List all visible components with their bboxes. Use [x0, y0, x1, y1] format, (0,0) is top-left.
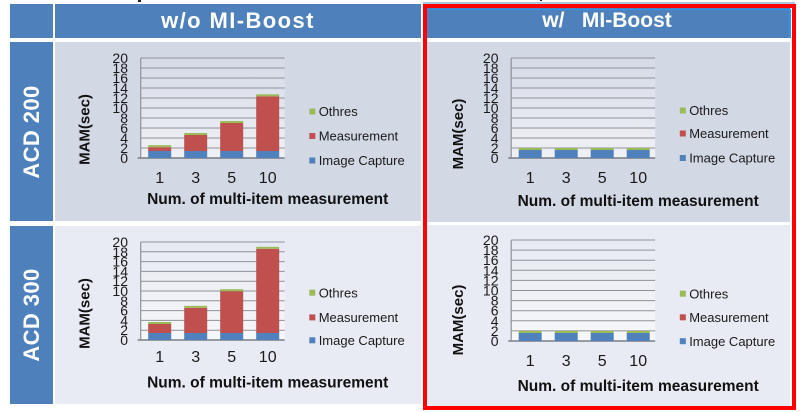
- svg-text:12: 12: [483, 90, 499, 106]
- svg-text:Num. of multi-item measurement: Num. of multi-item measurement: [147, 191, 388, 208]
- svg-text:MAM(sec): MAM(sec): [77, 94, 94, 165]
- svg-text:MAM(sec): MAM(sec): [77, 278, 94, 349]
- svg-text:2: 2: [120, 322, 128, 338]
- svg-text:16: 16: [483, 70, 499, 86]
- svg-text:10: 10: [483, 100, 499, 116]
- svg-text:8: 8: [120, 110, 128, 126]
- svg-text:6: 6: [120, 303, 128, 319]
- svg-text:10: 10: [629, 170, 647, 187]
- svg-text:10: 10: [259, 349, 277, 366]
- svg-text:14: 14: [112, 263, 128, 279]
- svg-text:3: 3: [191, 170, 200, 187]
- svg-text:Othres: Othres: [319, 285, 359, 300]
- svg-text:12: 12: [112, 90, 128, 106]
- svg-text:5: 5: [227, 170, 236, 187]
- svg-text:10: 10: [112, 283, 128, 299]
- svg-text:Othres: Othres: [319, 104, 359, 119]
- svg-text:6: 6: [491, 120, 499, 136]
- svg-text:18: 18: [112, 244, 128, 260]
- svg-text:2: 2: [120, 140, 128, 156]
- svg-text:20: 20: [112, 234, 128, 250]
- svg-text:4: 4: [491, 130, 499, 146]
- svg-text:14: 14: [483, 80, 499, 96]
- svg-text:1: 1: [155, 349, 164, 366]
- svg-text:MAM(sec): MAM(sec): [450, 99, 467, 170]
- svg-text:Measurement: Measurement: [319, 310, 399, 325]
- svg-text:1: 1: [526, 170, 535, 187]
- svg-text:16: 16: [483, 252, 499, 268]
- svg-text:10: 10: [259, 170, 277, 187]
- svg-text:14: 14: [112, 80, 128, 96]
- svg-text:1: 1: [526, 353, 535, 370]
- svg-text:6: 6: [491, 303, 499, 319]
- svg-text:4: 4: [120, 312, 128, 328]
- svg-text:0: 0: [491, 150, 499, 166]
- svg-text:1: 1: [155, 170, 164, 187]
- svg-text:6: 6: [120, 120, 128, 136]
- svg-text:16: 16: [112, 254, 128, 270]
- svg-text:MAM(sec): MAM(sec): [450, 285, 467, 356]
- svg-text:12: 12: [483, 272, 499, 288]
- svg-text:Measurement: Measurement: [689, 310, 769, 325]
- svg-text:0: 0: [120, 150, 128, 166]
- svg-text:10: 10: [112, 100, 128, 116]
- svg-text:Num. of multi-item measurement: Num. of multi-item measurement: [147, 375, 388, 392]
- svg-text:10: 10: [629, 353, 647, 370]
- svg-text:Othres: Othres: [689, 286, 729, 301]
- svg-text:Num. of multi-item measurement: Num. of multi-item measurement: [518, 193, 759, 210]
- svg-text:0: 0: [120, 332, 128, 348]
- svg-text:8: 8: [491, 293, 499, 309]
- svg-text:10: 10: [483, 283, 499, 299]
- svg-text:20: 20: [112, 50, 128, 66]
- svg-text:20: 20: [483, 232, 499, 248]
- svg-text:Othres: Othres: [689, 103, 729, 118]
- svg-text:2: 2: [491, 140, 499, 156]
- svg-text:4: 4: [120, 130, 128, 146]
- svg-text:5: 5: [227, 349, 236, 366]
- svg-text:Measurement: Measurement: [319, 129, 399, 144]
- svg-text:4: 4: [491, 313, 499, 329]
- svg-text:Image Capture: Image Capture: [689, 334, 775, 349]
- svg-text:5: 5: [598, 170, 607, 187]
- svg-text:Image Capture: Image Capture: [319, 333, 405, 348]
- svg-text:20: 20: [483, 50, 499, 66]
- svg-text:3: 3: [562, 170, 571, 187]
- svg-text:Num. of multi-item measurement: Num. of multi-item measurement: [518, 378, 759, 395]
- svg-text:5: 5: [598, 353, 607, 370]
- svg-text:18: 18: [112, 60, 128, 76]
- svg-text:18: 18: [483, 242, 499, 258]
- svg-text:Image Capture: Image Capture: [319, 153, 405, 168]
- svg-text:16: 16: [112, 70, 128, 86]
- svg-text:18: 18: [483, 60, 499, 76]
- svg-text:Image Capture: Image Capture: [689, 151, 775, 166]
- svg-text:14: 14: [483, 262, 499, 278]
- svg-text:8: 8: [491, 110, 499, 126]
- svg-text:12: 12: [112, 273, 128, 289]
- svg-text:3: 3: [562, 353, 571, 370]
- svg-text:8: 8: [120, 293, 128, 309]
- svg-text:0: 0: [491, 333, 499, 349]
- svg-text:Measurement: Measurement: [689, 126, 769, 141]
- svg-text:3: 3: [191, 349, 200, 366]
- svg-text:2: 2: [491, 323, 499, 339]
